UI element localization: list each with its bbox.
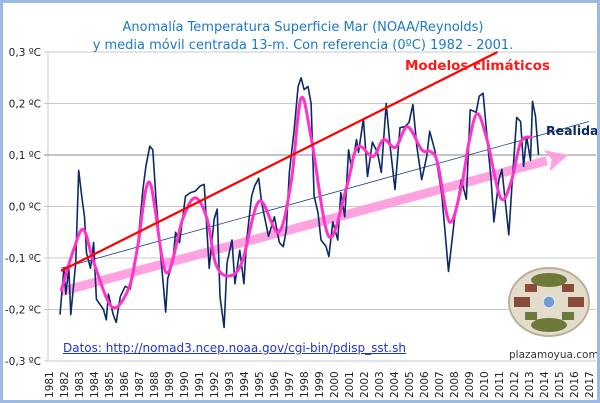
moving-average-line (59, 95, 533, 310)
y-tick-label: 0,0 ºC (9, 202, 41, 214)
x-tick-label: 2005 (404, 371, 416, 398)
x-tick-label: 2010 (479, 371, 491, 398)
reality-label: Realidad (546, 123, 599, 138)
x-tick-label: 1990 (179, 371, 191, 398)
x-tick-label: 1996 (269, 371, 281, 398)
sst-anomaly-chart: 0,3 ºC 0,2 ºC 0,1 ºC 0,0 ºC -0,1 ºC -0,2 ºC -0… (5, 47, 596, 398)
x-tick-label: 2003 (374, 371, 386, 398)
logo-tile (568, 297, 584, 307)
brand-text: plazamoyua.com (509, 349, 599, 361)
x-tick-label: 1986 (119, 371, 131, 398)
x-tick-label: 2012 (509, 371, 521, 398)
y-tick-label: 0,1 ºC (9, 150, 41, 162)
x-tick-label: 2014 (539, 371, 551, 398)
x-tick-label: 2007 (434, 371, 446, 398)
reality-arrow-shaft (59, 156, 548, 296)
models-label: Modelos climáticos (405, 58, 550, 74)
x-tick-label: 1991 (194, 371, 206, 398)
logo-tile (562, 312, 574, 320)
x-tick-label: 1998 (299, 371, 311, 398)
logo-tile (531, 318, 567, 332)
x-tick-label: 2013 (524, 371, 536, 398)
x-tick-label: 1994 (239, 371, 251, 398)
x-tick-label: 2015 (554, 371, 566, 398)
x-tick-label: 1985 (104, 371, 116, 398)
x-tick-label: 2006 (419, 371, 431, 398)
x-tick-label: 1983 (74, 371, 86, 398)
models-trend-line (60, 51, 498, 272)
x-tick-label: 1981 (44, 371, 56, 398)
x-tick-label: 2001 (344, 371, 356, 398)
x-tick-label: 1988 (149, 371, 161, 398)
logo-tile (531, 273, 567, 287)
trend-line (60, 121, 590, 269)
y-tick-label: -0,3 ºC (5, 356, 41, 368)
logo-center-fountain (542, 295, 556, 309)
x-tick-label: 2004 (389, 371, 401, 398)
x-tick-label: 2000 (329, 371, 341, 398)
x-tick-label: 1984 (89, 371, 101, 398)
y-tick-label: 0,3 ºC (9, 47, 41, 59)
y-tick-label: -0,2 ºC (5, 305, 41, 317)
chart-title: Anomalía Temperatura Superficie Mar (NOA… (122, 20, 484, 35)
reality-arrow-head (543, 150, 568, 172)
y-tick-label: 0,2 ºC (9, 99, 41, 111)
x-tick-label: 2017 (584, 371, 596, 398)
x-tick-label: 1997 (284, 371, 296, 398)
logo-tile (525, 284, 537, 292)
x-tick-label: 2016 (569, 371, 581, 398)
x-tick-label: 1999 (314, 371, 326, 398)
x-tick-label: 2011 (494, 371, 506, 398)
chart-subtitle: y media móvil centrada 13-m. Con referen… (92, 38, 514, 53)
data-source-link[interactable]: Datos: http://nomad3.ncep.noaa.gov/cgi-b… (63, 341, 406, 355)
x-tick-label: 1993 (224, 371, 236, 398)
logo-tile (514, 297, 530, 307)
x-tick-label: 1987 (134, 371, 146, 398)
logo-tile (562, 284, 574, 292)
x-tick-label: 1995 (254, 371, 266, 398)
x-tick-label: 2009 (464, 371, 476, 398)
y-tick-label: -0,1 ºC (5, 253, 41, 265)
x-tick-label: 1992 (209, 371, 221, 398)
x-tick-label: 1982 (59, 371, 71, 398)
x-tick-label: 1989 (164, 371, 176, 398)
plazamoyua-logo (508, 267, 590, 337)
x-tick-label: 2002 (359, 371, 371, 398)
logo-tile (525, 312, 537, 320)
x-tick-label: 2008 (449, 371, 461, 398)
